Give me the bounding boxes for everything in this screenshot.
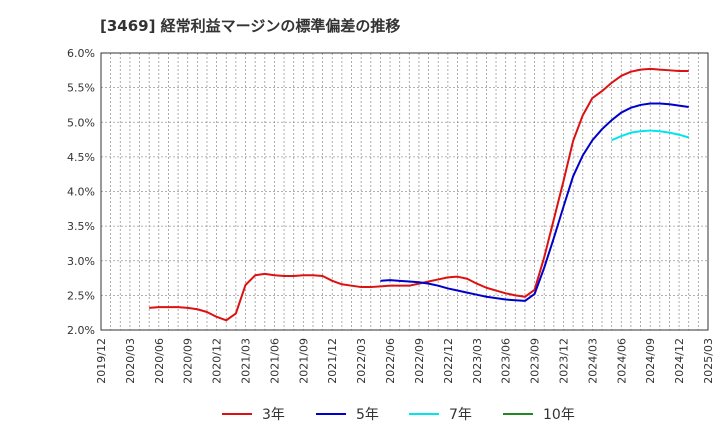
legend-label: 7年 [449,407,472,423]
x-tick-label: 2020/06 [153,338,166,384]
x-tick-label: 2023/09 [529,338,542,384]
y-tick-label: 3.0% [67,255,95,268]
x-tick-label: 2021/12 [326,338,339,384]
x-tick-label: 2023/03 [471,338,484,384]
x-tick-label: 2022/09 [413,338,426,384]
y-tick-label: 4.5% [67,151,95,164]
y-tick-label: 5.5% [67,82,95,95]
series-line-7年 [611,129,690,142]
x-tick-label: 2023/12 [557,338,570,384]
x-tick-label: 2022/12 [442,338,455,384]
x-tick-label: 2019/12 [95,338,108,384]
x-tick-label: 2025/03 [702,338,715,384]
x-tick-label: 2024/06 [615,338,628,384]
x-tick-label: 2024/03 [586,338,599,384]
legend: 3年 5年 7年 10年 [222,407,575,423]
x-tick-label: 2022/06 [384,338,397,384]
y-tick-label: 2.5% [67,289,95,302]
x-axis-ticks: 2019/12 2020/03 2020/06 2020/09 2020/12 2021/… [95,338,715,384]
series-lines [149,67,690,322]
x-tick-label: 2020/12 [211,338,224,384]
x-tick-label: 2022/03 [355,338,368,384]
plot-background [101,53,708,330]
x-tick-label: 2023/06 [500,338,513,384]
y-axis-ticks: 2.0% 2.5% 3.0% 3.5% 4.0% 4.5% 5.0% 5.5% 6.0% [67,47,95,337]
y-tick-label: 3.5% [67,220,95,233]
x-tick-label: 2021/06 [268,338,281,384]
legend-label: 10年 [543,407,575,423]
plot-frame [100,52,709,331]
series-line-3年 [149,67,689,322]
x-tick-label: 2024/12 [673,338,686,384]
x-tick-label: 2020/09 [182,338,195,384]
x-tick-label: 2024/09 [644,338,657,384]
y-tick-label: 6.0% [67,47,95,60]
legend-label: 5年 [356,407,379,423]
x-tick-label: 2020/03 [124,338,137,384]
x-tick-label: 2021/09 [297,338,310,384]
x-tick-label: 2021/03 [240,338,253,384]
y-tick-label: 2.0% [67,324,95,337]
legend-label: 3年 [262,407,285,423]
chart-title: [3469] 経常利益マージンの標準偏差の推移 [100,17,401,35]
series-line-5年 [380,102,689,302]
y-tick-label: 5.0% [67,116,95,129]
y-tick-label: 4.0% [67,186,95,199]
